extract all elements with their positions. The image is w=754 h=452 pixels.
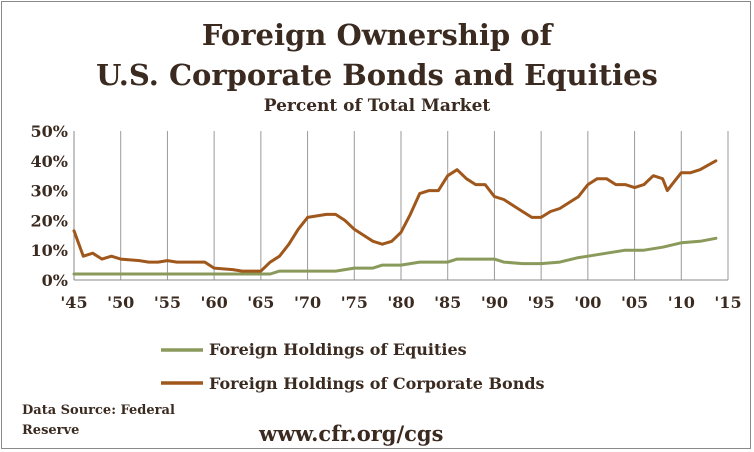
x-tick-label: '85 <box>434 293 461 312</box>
x-tick-label: '05 <box>621 293 648 312</box>
chart-subtitle: Percent of Total Market <box>263 96 491 116</box>
x-tick-label: '45 <box>60 293 87 312</box>
series-line-corporate-bonds <box>72 159 718 273</box>
y-tick-label: 10% <box>31 241 68 260</box>
x-tick-label: '10 <box>668 293 695 312</box>
data-source-note: Data Source: Federal Reserve <box>22 403 175 438</box>
legend-label-equities: Foreign Holdings of Equities <box>209 340 467 359</box>
x-tick-label: '65 <box>247 293 274 312</box>
y-tick-label: 40% <box>31 152 68 171</box>
y-tick-label: 50% <box>31 122 68 141</box>
x-tick-label: '90 <box>481 293 508 312</box>
legend-lines <box>161 348 203 385</box>
x-tick-label: '55 <box>154 293 181 312</box>
chart-title-line-2: U.S. Corporate Bonds and Equities <box>96 58 658 92</box>
chart-title-line-1: Foreign Ownership of <box>201 18 553 52</box>
series-line-equities <box>72 236 718 276</box>
y-tick-label: 0% <box>42 271 68 290</box>
grid-lines <box>120 131 729 280</box>
website-url[interactable]: www.cfr.org/cgs <box>259 421 444 446</box>
x-tick-label: '15 <box>714 293 741 312</box>
axes: 0% 10% 20% 30% 40% 50% '45 '50 '55 '60 '65 '70 '75 '8… <box>31 122 742 312</box>
series-layer <box>72 159 718 276</box>
x-tick-label: '70 <box>294 293 321 312</box>
x-tick-label: '95 <box>528 293 555 312</box>
y-tick-label: 20% <box>31 211 68 230</box>
x-tick-label: '80 <box>387 293 414 312</box>
legend-label-bonds: Foreign Holdings of Corporate Bonds <box>209 374 545 393</box>
y-tick-label: 30% <box>31 182 68 201</box>
x-tick-label: '75 <box>341 293 368 312</box>
x-tick-label: '50 <box>107 293 134 312</box>
x-tick-label: '00 <box>574 293 601 312</box>
x-tick-label: '60 <box>201 293 228 312</box>
